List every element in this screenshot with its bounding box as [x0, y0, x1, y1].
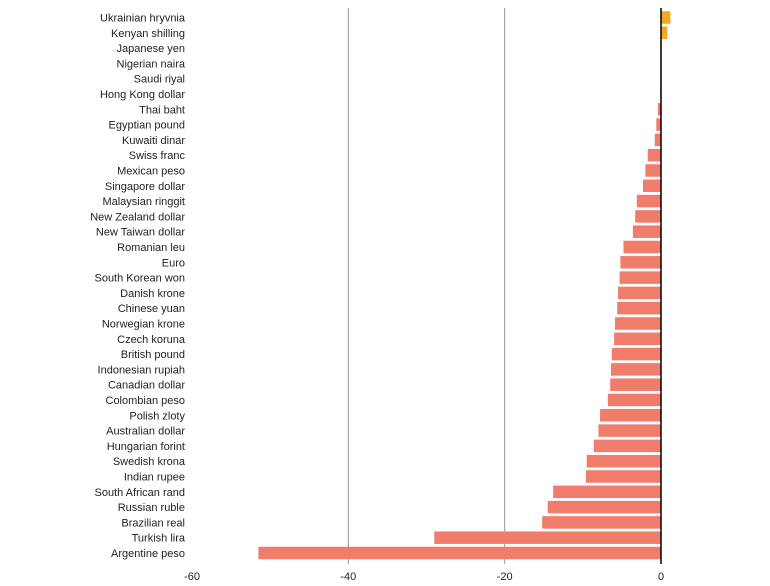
- category-labels: Ukrainian hryvnia Kenyan shilling Japanese…: [90, 13, 186, 561]
- bar-chinese-yuan: [617, 301, 661, 315]
- category-label: British pound: [121, 349, 185, 361]
- bar-swedish-krona: [586, 454, 661, 468]
- x-tick-label: -60: [184, 571, 200, 583]
- x-axis-tick-labels: -60 -40 -20 0: [184, 571, 664, 583]
- bar-australian-dollar: [598, 424, 661, 437]
- category-label: Argentine peso: [111, 548, 185, 560]
- bar-polish-zloty: [600, 409, 661, 422]
- category-label: Turkish lira: [132, 533, 186, 545]
- bar-hungarian-forint: [593, 439, 661, 453]
- bar-south-african-rand: [553, 485, 661, 499]
- bar-russian-ruble: [547, 500, 661, 514]
- bar-brazilian-real: [542, 516, 661, 529]
- bar-new-zealand-dollar: [635, 210, 661, 223]
- category-label: Colombian peso: [106, 395, 186, 407]
- category-label: Polish zloty: [129, 410, 185, 422]
- category-label: South Korean won: [94, 273, 185, 285]
- category-label: Hong Kong dollar: [100, 89, 185, 101]
- bar-romanian-leu: [623, 240, 661, 254]
- bar-british-pound: [611, 347, 661, 361]
- bar-swiss-franc: [647, 148, 661, 162]
- bar-malaysian-ringgit: [636, 194, 661, 208]
- bar-argentine-peso: [258, 546, 661, 560]
- bar-indonesian-rupiah: [610, 363, 661, 376]
- bar-turkish-lira: [434, 531, 661, 544]
- category-label: Brazilian real: [121, 517, 185, 529]
- category-label: Ukrainian hryvnia: [100, 13, 186, 25]
- category-label: Nigerian naira: [117, 58, 186, 70]
- category-label: Hungarian forint: [107, 441, 185, 453]
- bar-kenyan-shilling: [661, 26, 668, 40]
- bar-kuwaiti-dinar: [654, 133, 661, 147]
- bar-mexican-peso: [645, 164, 661, 177]
- category-label: Indonesian rupiah: [98, 364, 185, 376]
- bar-czech-koruna: [614, 332, 661, 346]
- category-label: Norwegian krone: [102, 319, 185, 331]
- category-label: Czech koruna: [117, 334, 186, 346]
- bar-egyptian-pound: [656, 118, 661, 131]
- bar-colombian-peso: [607, 393, 661, 407]
- category-label: Kenyan shilling: [111, 28, 185, 40]
- bars: [258, 11, 671, 560]
- bar-ukrainian-hryvnia: [661, 11, 671, 24]
- category-label: Japanese yen: [117, 43, 186, 55]
- gridlines: [347, 8, 506, 564]
- bar-singapore-dollar: [643, 179, 661, 193]
- category-label: New Taiwan dollar: [96, 227, 185, 239]
- category-label: Australian dollar: [106, 426, 185, 438]
- bar-euro: [620, 256, 661, 269]
- category-label: New Zealand dollar: [90, 211, 185, 223]
- x-tick-label: -40: [340, 571, 356, 583]
- category-label: Euro: [162, 257, 185, 269]
- bar-thai-baht: [657, 103, 661, 116]
- category-label: Swiss franc: [129, 150, 186, 162]
- category-label: Saudi riyal: [134, 74, 185, 86]
- x-tick-label: -20: [497, 571, 513, 583]
- x-tick-label: 0: [658, 571, 664, 583]
- bar-indian-rupee: [585, 470, 661, 483]
- bar-danish-krone: [618, 286, 661, 300]
- category-label: South African rand: [94, 487, 185, 499]
- bar-new-taiwan-dollar: [632, 225, 661, 238]
- category-label: Swedish krona: [113, 456, 186, 468]
- category-label: Malaysian ringgit: [102, 196, 185, 208]
- bar-canadian-dollar: [610, 378, 661, 391]
- category-label: Danish krone: [120, 288, 185, 300]
- category-label: Mexican peso: [117, 166, 185, 178]
- category-label: Thai baht: [139, 104, 185, 116]
- category-label: Egyptian pound: [109, 120, 185, 132]
- category-label: Kuwaiti dinar: [122, 135, 185, 147]
- category-label: Indian rupee: [124, 472, 185, 484]
- category-label: Romanian leu: [117, 242, 185, 254]
- bar-south-korean-won: [619, 271, 661, 284]
- category-label: Singapore dollar: [105, 181, 185, 193]
- bar-norwegian-krone: [614, 317, 661, 330]
- category-label: Canadian dollar: [108, 380, 185, 392]
- category-label: Chinese yuan: [118, 303, 185, 315]
- category-label: Russian ruble: [118, 502, 185, 514]
